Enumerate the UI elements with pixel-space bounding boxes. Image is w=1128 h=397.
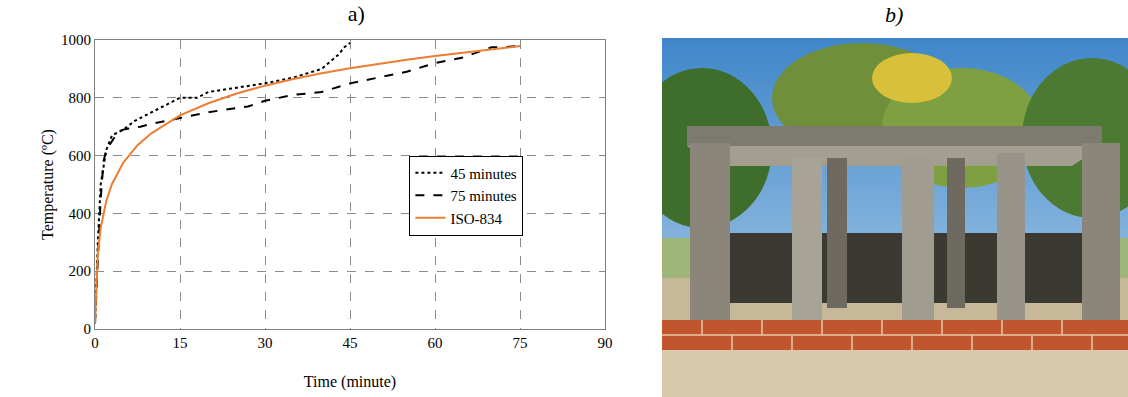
svg-text:0: 0 [84, 321, 92, 337]
svg-text:30: 30 [258, 335, 273, 351]
svg-text:45: 45 [343, 335, 358, 351]
svg-text:Temperature (ºC): Temperature (ºC) [39, 129, 57, 240]
svg-text:45 minutes: 45 minutes [450, 166, 516, 182]
svg-text:1000: 1000 [61, 32, 91, 48]
svg-text:75: 75 [513, 335, 528, 351]
svg-text:a): a) [348, 1, 365, 26]
svg-text:90: 90 [598, 335, 613, 351]
svg-text:60: 60 [428, 335, 443, 351]
svg-text:600: 600 [69, 148, 92, 164]
svg-text:Time (minute): Time (minute) [304, 373, 396, 391]
svg-text:75 minutes: 75 minutes [450, 188, 516, 204]
svg-text:0: 0 [91, 335, 99, 351]
svg-text:15: 15 [173, 335, 188, 351]
html-text:b): b) [885, 2, 904, 27]
svg-text:200: 200 [69, 263, 92, 279]
svg-text:400: 400 [69, 206, 92, 222]
svg-text:800: 800 [69, 90, 92, 106]
svg-text:ISO-834: ISO-834 [450, 211, 502, 227]
